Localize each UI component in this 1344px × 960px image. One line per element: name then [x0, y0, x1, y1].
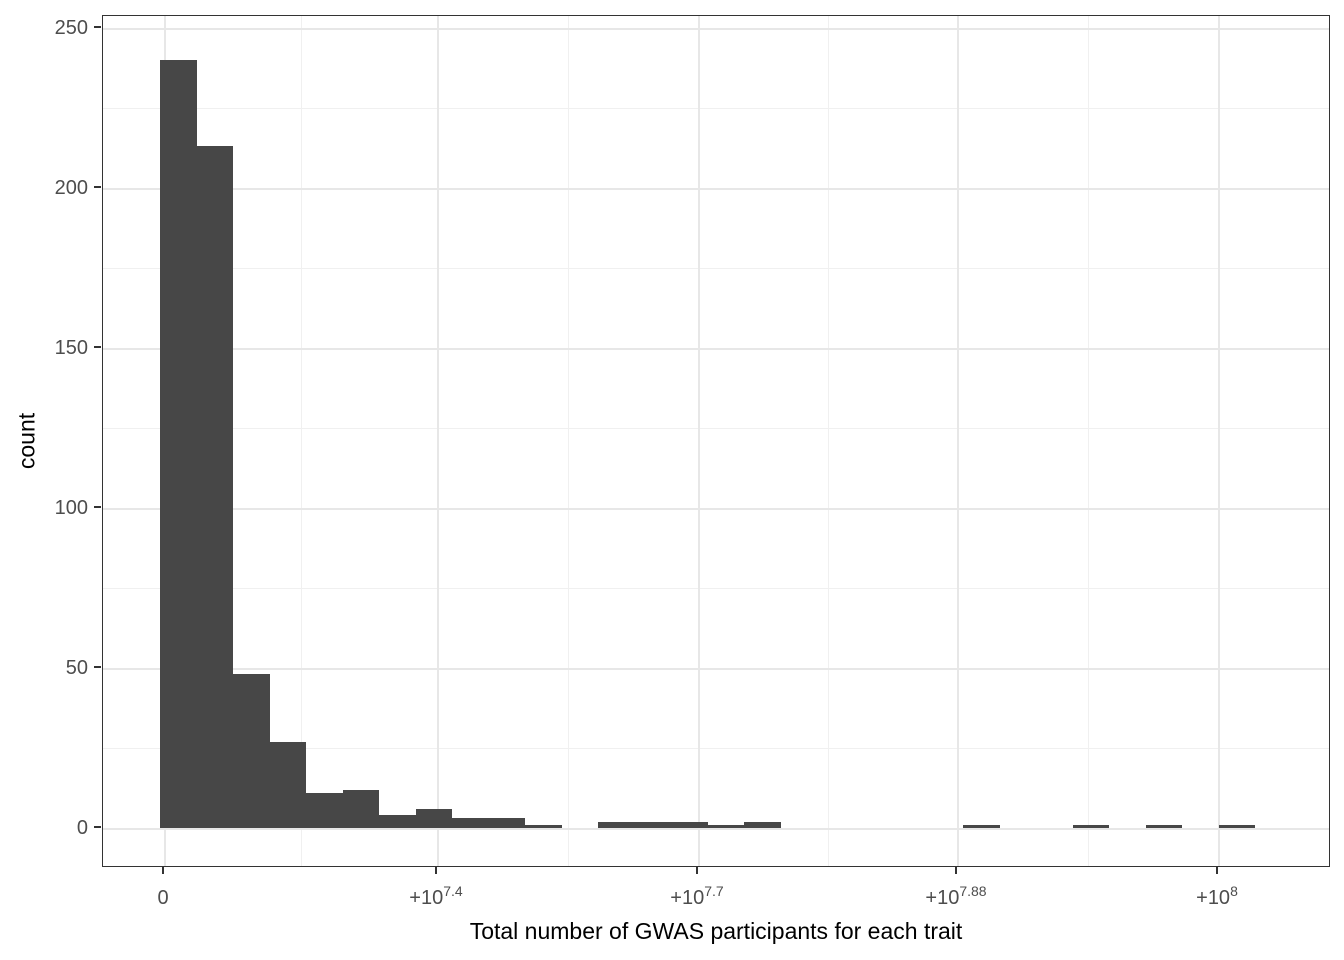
gridline-major: [103, 348, 1329, 350]
gridline-minor: [103, 428, 1329, 429]
histogram-bar: [488, 818, 525, 828]
histogram-bar: [342, 789, 379, 828]
y-tick-label: 250: [54, 17, 88, 39]
x-tick-mark: [435, 867, 437, 874]
histogram-bar: [671, 821, 708, 828]
histogram-bar: [269, 741, 306, 828]
y-tick-label: 150: [54, 337, 88, 359]
y-axis-title: count: [13, 412, 40, 470]
x-tick-label: +108: [1196, 883, 1238, 909]
gridline-minor: [103, 108, 1329, 109]
gridline-major: [103, 28, 1329, 30]
histogram-bar: [160, 60, 197, 828]
y-tick-mark: [94, 186, 101, 188]
y-tick-mark: [94, 26, 101, 28]
histogram-bar: [306, 792, 343, 828]
gridline-major: [103, 508, 1329, 510]
histogram-bar: [415, 808, 452, 828]
x-tick-label: +107.88: [925, 883, 987, 909]
histogram-bar: [1145, 824, 1182, 828]
y-tick-mark: [94, 826, 101, 828]
y-tick-label: 0: [76, 817, 88, 839]
gridline-major: [957, 16, 959, 866]
histogram-bar: [1072, 824, 1109, 828]
x-tick-mark: [696, 867, 698, 874]
gridline-major: [1218, 16, 1220, 866]
gridline-minor: [103, 748, 1329, 749]
gridline-minor: [301, 16, 302, 866]
x-axis-title: Total number of GWAS participants for ea…: [469, 918, 963, 944]
x-tick-mark: [162, 867, 164, 874]
x-tick-mark: [955, 867, 957, 874]
histogram-bar: [452, 818, 489, 828]
gridline-major: [103, 668, 1329, 670]
plot-panel: [102, 15, 1330, 867]
gridline-major: [698, 16, 700, 866]
y-tick-label: 100: [54, 497, 88, 519]
gridline-minor: [568, 16, 569, 866]
histogram-bar: [744, 821, 781, 828]
gridline-minor: [103, 268, 1329, 269]
x-tick-label: +107.7: [670, 883, 724, 909]
y-tick-label: 50: [65, 657, 88, 679]
y-tick-mark: [94, 666, 101, 668]
histogram-bar: [196, 146, 233, 828]
x-tick-label: +107.4: [409, 883, 463, 909]
x-tick-mark: [1216, 867, 1218, 874]
gridline-major: [437, 16, 439, 866]
histogram-bar: [707, 824, 744, 828]
x-tick-label: 0: [157, 887, 169, 909]
gridline-major: [103, 188, 1329, 190]
histogram-bar: [233, 674, 270, 828]
y-tick-mark: [94, 506, 101, 508]
histogram-bar: [963, 824, 1000, 828]
y-tick-label: 200: [54, 177, 88, 199]
histogram-bar: [525, 824, 562, 828]
gridline-minor: [1088, 16, 1089, 866]
histogram-bar: [1218, 824, 1255, 828]
gridline-minor: [103, 588, 1329, 589]
histogram-bar: [598, 821, 635, 828]
histogram-bar: [634, 821, 671, 828]
y-tick-mark: [94, 346, 101, 348]
gridline-major: [103, 828, 1329, 830]
histogram-bar: [379, 815, 416, 828]
gridline-minor: [828, 16, 829, 866]
